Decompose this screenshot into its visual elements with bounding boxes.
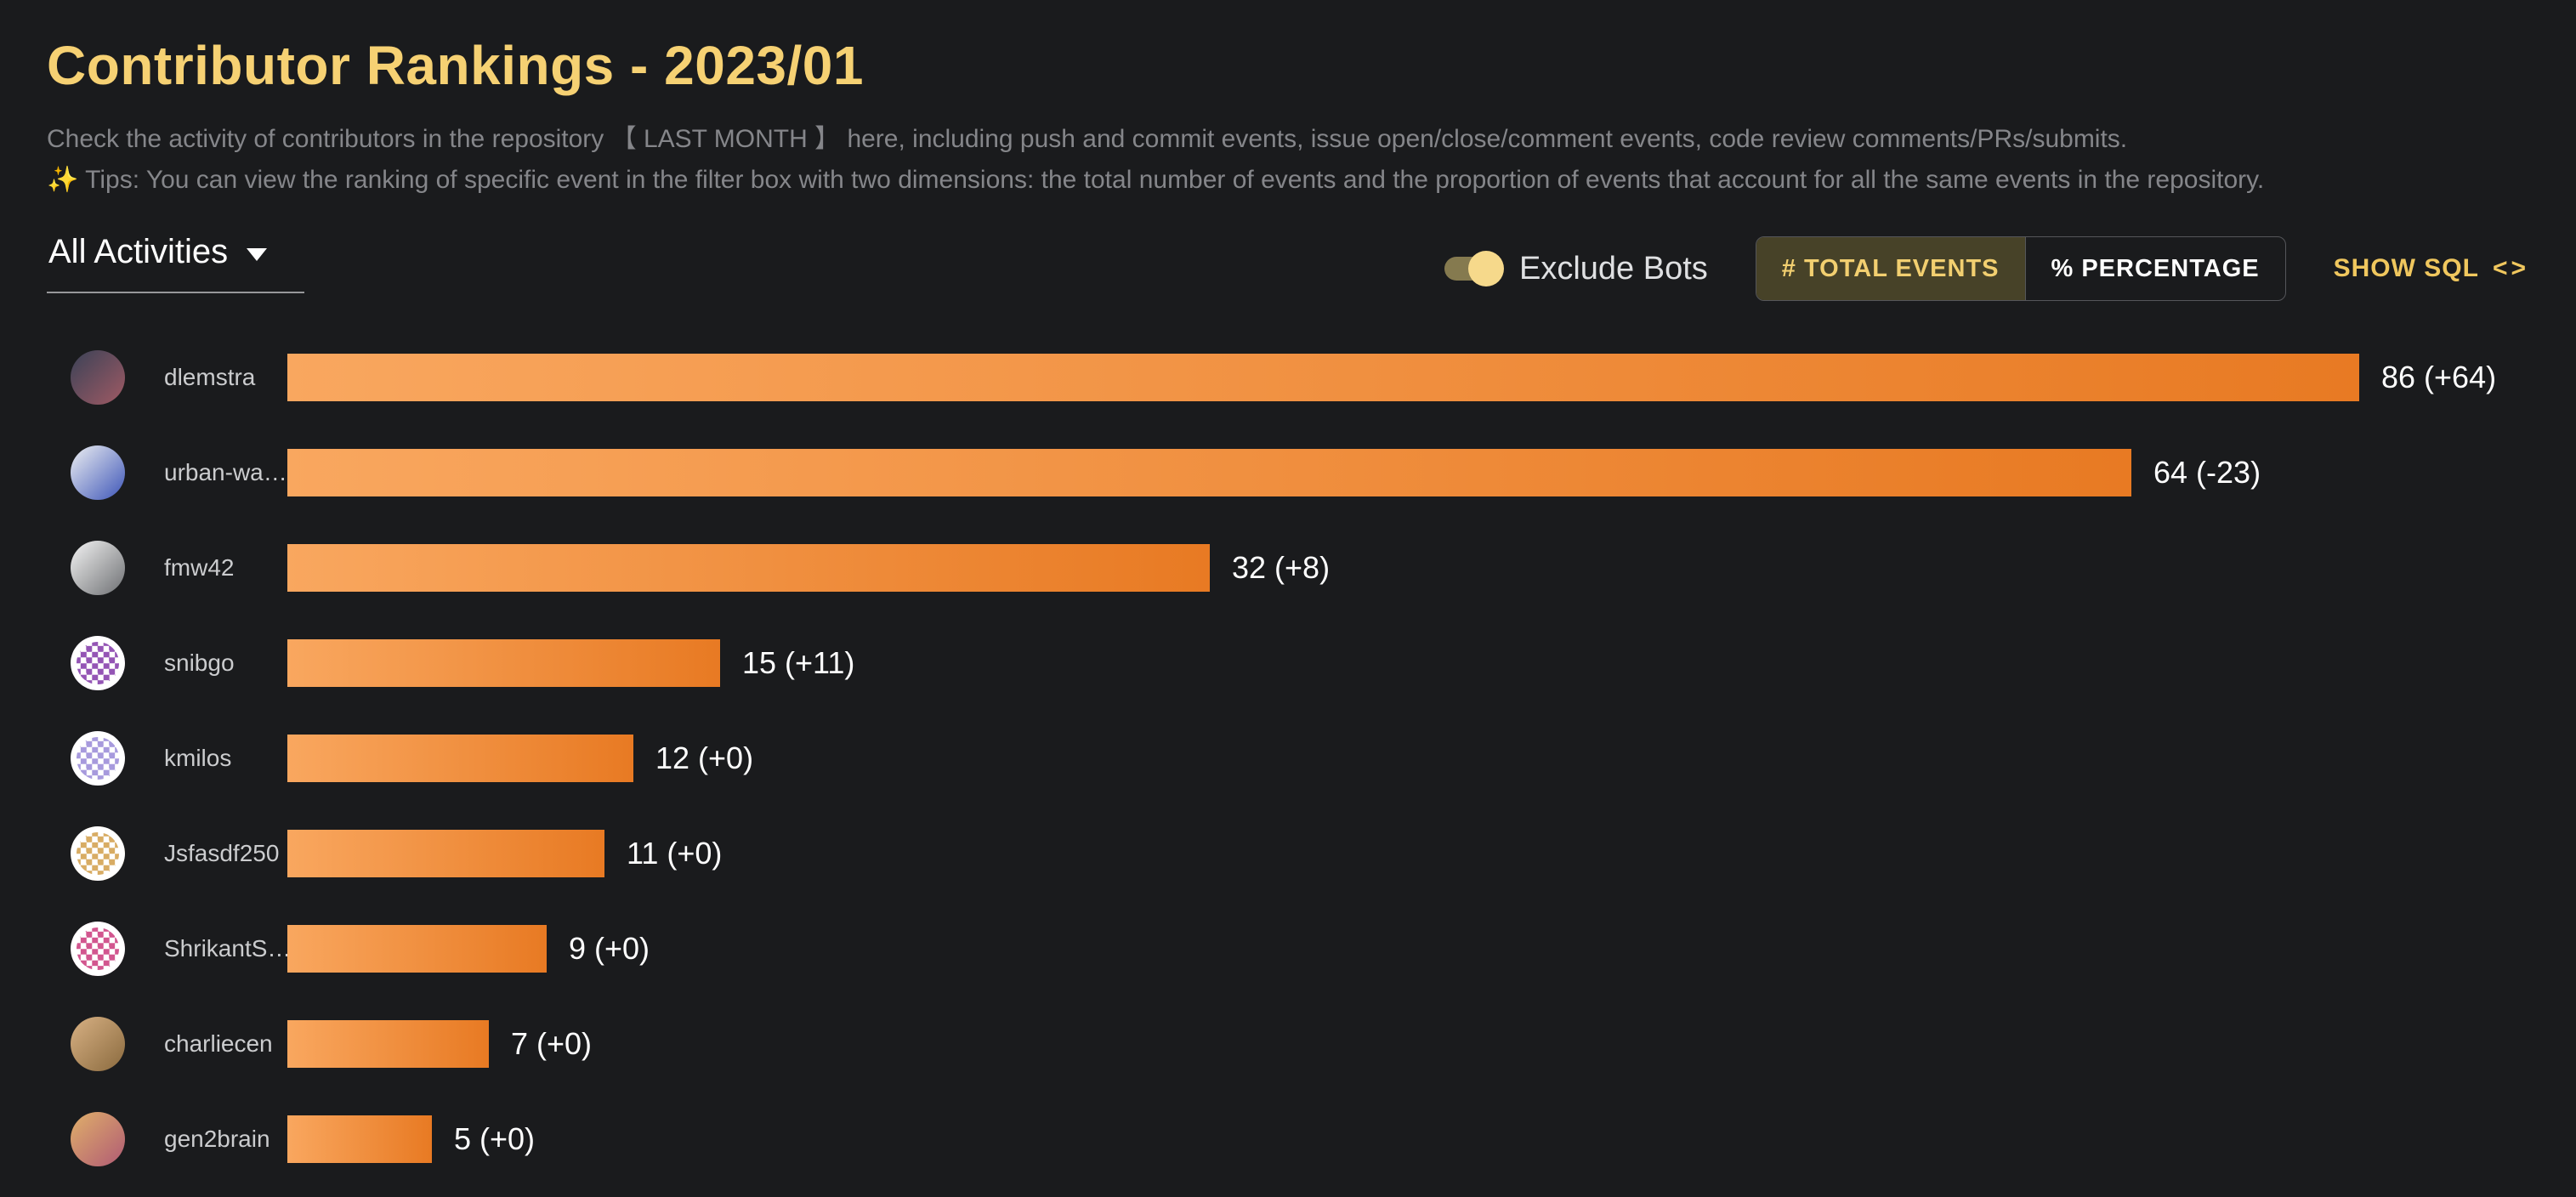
bar-value-label: 5 (+0) <box>454 1121 536 1156</box>
contributor-name: snibgo <box>164 650 235 676</box>
contributor-name: gen2brain <box>164 1126 270 1152</box>
bar-value-label: 12 (+0) <box>655 740 754 775</box>
contributor-avatar[interactable] <box>71 922 125 976</box>
show-sql-label: SHOW SQL <box>2333 254 2479 282</box>
contributor-chart: dlemstra 86 (+64) urban-wa… 64 (-23) fmw… <box>47 330 2529 1187</box>
contributor-name: dlemstra <box>164 364 256 390</box>
contributor-row: charliecen 7 (+0) <box>47 996 2529 1092</box>
chevron-down-icon <box>247 248 268 261</box>
contributor-name: charliecen <box>164 1030 273 1057</box>
contributor-avatar[interactable] <box>71 1112 125 1166</box>
exclude-bots-control: Exclude Bots <box>1444 251 1708 287</box>
contributor-row: urban-wa… 64 (-23) <box>47 425 2529 520</box>
bar-value-label: 15 (+11) <box>742 645 855 680</box>
contributor-bar[interactable] <box>287 925 547 973</box>
exclude-bots-toggle[interactable] <box>1444 251 1504 286</box>
toggle-thumb-icon <box>1467 251 1504 286</box>
contributor-row: fmw42 32 (+8) <box>47 520 2529 616</box>
percentage-button[interactable]: % PERCENTAGE <box>2024 237 2285 300</box>
contributor-name: kmilos <box>164 745 232 771</box>
contributor-avatar[interactable] <box>71 1017 125 1071</box>
contributor-bar[interactable] <box>287 354 2359 401</box>
contributor-row: kmilos 12 (+0) <box>47 711 2529 806</box>
contributor-name: Jsfasdf250 <box>164 840 280 866</box>
show-sql-button[interactable]: SHOW SQL <> <box>2334 254 2529 283</box>
contributor-avatar[interactable] <box>71 445 125 500</box>
metric-toggle-group: # TOTAL EVENTS % PERCENTAGE <box>1755 236 2286 301</box>
controls-bar: All Activities Exclude Bots # TOTAL EVEN… <box>47 231 2529 301</box>
contributor-avatar[interactable] <box>71 731 125 786</box>
code-icon: <> <box>2492 254 2529 282</box>
contributor-name: urban-wa… <box>164 459 287 485</box>
bar-value-label: 9 (+0) <box>569 931 650 966</box>
contributor-row: ShrikantS… 9 (+0) <box>47 901 2529 996</box>
bar-value-label: 7 (+0) <box>511 1026 593 1061</box>
contributor-bar[interactable] <box>287 639 720 687</box>
activity-filter-value: All Activities <box>48 233 229 270</box>
contributor-bar[interactable] <box>287 449 2131 496</box>
total-events-button[interactable]: # TOTAL EVENTS <box>1756 237 2025 300</box>
contributor-bar[interactable] <box>287 735 633 782</box>
bar-value-label: 64 (-23) <box>2153 455 2261 490</box>
contributor-bar[interactable] <box>287 830 604 877</box>
contributor-row: gen2brain 5 (+0) <box>47 1092 2529 1187</box>
controls-right-cluster: Exclude Bots # TOTAL EVENTS % PERCENTAGE… <box>1444 231 2529 301</box>
bar-value-label: 32 (+8) <box>1232 550 1331 585</box>
contributor-avatar[interactable] <box>71 636 125 690</box>
page-title: Contributor Rankings - 2023/01 <box>47 35 864 96</box>
contributor-name: ShrikantS… <box>164 935 287 962</box>
contributor-avatar[interactable] <box>71 541 125 595</box>
bar-value-label: 11 (+0) <box>627 836 723 871</box>
contributor-bar[interactable] <box>287 1020 489 1068</box>
contributor-row: dlemstra 86 (+64) <box>47 330 2529 425</box>
contributor-name: fmw42 <box>164 554 235 581</box>
bar-value-label: 86 (+64) <box>2381 360 2497 394</box>
page-tips: ✨ Tips: You can view the ranking of spec… <box>47 166 2265 194</box>
exclude-bots-label: Exclude Bots <box>1518 250 1708 286</box>
activity-filter-select[interactable]: All Activities <box>47 231 305 293</box>
page-description: Check the activity of contributors in th… <box>47 125 2128 153</box>
contributor-bar[interactable] <box>287 1115 432 1163</box>
contributor-bar[interactable] <box>287 544 1210 592</box>
contributor-avatar[interactable] <box>71 350 125 405</box>
contributor-avatar[interactable] <box>71 826 125 881</box>
contributor-row: Jsfasdf250 11 (+0) <box>47 806 2529 901</box>
contributor-row: snibgo 15 (+11) <box>47 616 2529 711</box>
